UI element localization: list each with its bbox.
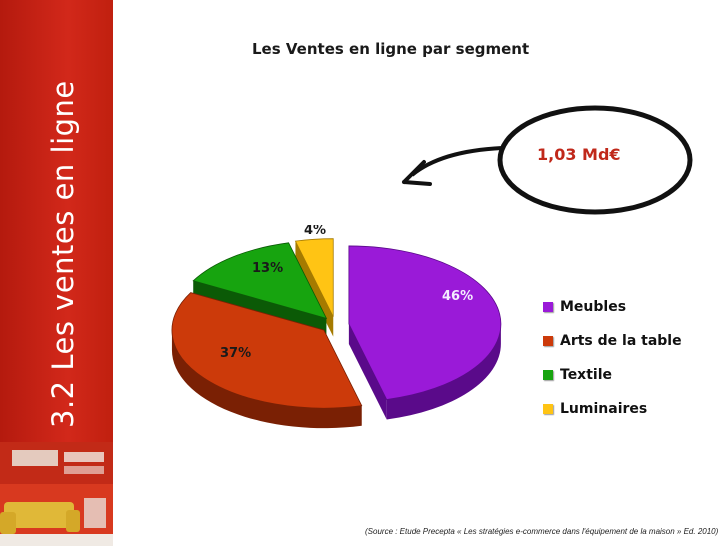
pie-slice-meubles — [348, 245, 502, 400]
pie-chart: 46% 37% 13% 4% — [171, 225, 502, 429]
legend-swatch-textile — [543, 370, 553, 380]
pie-slice-arts-de-la-table — [171, 292, 363, 409]
legend-swatch-arts-de-la-table — [543, 336, 553, 346]
sidebar-band: 3.2 Les ventes en ligne — [0, 0, 113, 546]
pie-slice-textile — [192, 242, 328, 319]
legend-swatch-luminaires — [543, 404, 553, 414]
source-note: (Source : Etude Precepta « Les stratégie… — [365, 527, 719, 536]
legend-swatch-meubles — [543, 302, 553, 312]
pie-side-meubles — [386, 323, 501, 420]
pie-label-meubles: 46% — [442, 289, 473, 304]
chart-title: Les Ventes en ligne par segment — [252, 40, 530, 58]
pie-wall-meubles — [348, 323, 387, 420]
callout-value: 1,03 Md€ — [537, 145, 621, 164]
pie-side-arts-de-la-table — [171, 330, 362, 429]
legend-item-luminaires: Luminaires — [543, 392, 682, 426]
pie-label-textile: 13% — [252, 261, 283, 276]
legend-item-textile: Textile — [543, 358, 682, 392]
pie-label-arts-de-la-table: 37% — [220, 346, 251, 361]
legend-label-textile: Textile — [560, 367, 613, 383]
pie-slice-luminaires — [294, 238, 334, 317]
legend-label-arts-de-la-table: Arts de la table — [560, 333, 682, 349]
legend-label-meubles: Meubles — [560, 299, 627, 315]
chart-legend: Meubles Arts de la table Textile Luminaires — [543, 290, 682, 426]
section-title: 3.2 Les ventes en ligne — [46, 80, 80, 428]
legend-label-luminaires: Luminaires — [560, 401, 648, 417]
pie-label-luminaires: 4% — [304, 225, 326, 238]
callout-circle — [402, 105, 693, 215]
legend-item-meubles: Meubles — [543, 290, 682, 324]
legend-item-arts-de-la-table: Arts de la table — [543, 324, 682, 358]
room-photo — [0, 442, 113, 546]
